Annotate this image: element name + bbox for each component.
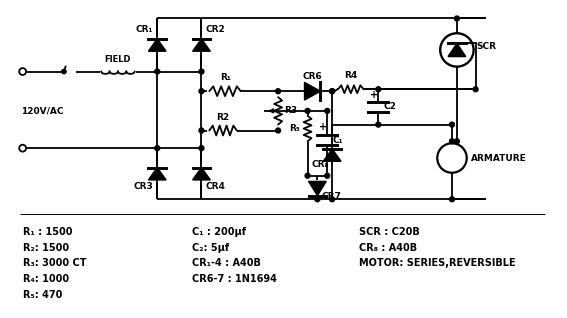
Circle shape <box>155 69 160 74</box>
Polygon shape <box>308 181 326 196</box>
Circle shape <box>199 89 204 94</box>
Circle shape <box>329 89 335 94</box>
Circle shape <box>276 89 281 94</box>
Text: R₅: 470: R₅: 470 <box>23 290 62 300</box>
Polygon shape <box>193 39 210 51</box>
Circle shape <box>276 128 281 133</box>
Text: +: + <box>319 121 327 132</box>
Text: C2: C2 <box>383 102 396 111</box>
Polygon shape <box>448 43 466 57</box>
Circle shape <box>305 173 310 178</box>
Circle shape <box>455 16 459 21</box>
Text: R₁: R₁ <box>219 73 230 82</box>
Circle shape <box>155 146 160 151</box>
Text: 120V/AC: 120V/AC <box>20 106 63 115</box>
Text: MOTOR: SERIES,REVERSIBLE: MOTOR: SERIES,REVERSIBLE <box>359 258 515 268</box>
Text: CR₈ : A40B: CR₈ : A40B <box>359 243 417 252</box>
Circle shape <box>450 122 455 127</box>
Circle shape <box>305 108 310 113</box>
Text: SCR: SCR <box>477 43 497 52</box>
Polygon shape <box>149 39 166 51</box>
Text: R2: R2 <box>217 113 230 122</box>
Polygon shape <box>149 168 166 180</box>
Circle shape <box>455 139 459 144</box>
Text: FIELD: FIELD <box>105 55 131 64</box>
Circle shape <box>315 197 320 202</box>
Circle shape <box>199 146 204 151</box>
Circle shape <box>329 197 335 202</box>
Text: SCR : C20B: SCR : C20B <box>359 227 420 237</box>
Text: R₄: 1000: R₄: 1000 <box>23 274 69 284</box>
Text: CR₁-4 : A40B: CR₁-4 : A40B <box>192 258 260 268</box>
Polygon shape <box>323 149 341 161</box>
Text: R4: R4 <box>344 72 357 80</box>
Polygon shape <box>193 168 210 180</box>
Text: R₂: 1500: R₂: 1500 <box>23 243 69 252</box>
Circle shape <box>376 87 381 92</box>
Text: CR7: CR7 <box>321 192 341 201</box>
Text: ARMATURE: ARMATURE <box>471 154 526 162</box>
Text: CR4: CR4 <box>205 182 225 190</box>
Text: R₃: 3000 CT: R₃: 3000 CT <box>23 258 86 268</box>
Text: CR₈: CR₈ <box>312 160 329 169</box>
Circle shape <box>62 69 66 74</box>
Circle shape <box>199 128 204 133</box>
Text: R3: R3 <box>284 106 297 115</box>
Circle shape <box>450 139 455 144</box>
Circle shape <box>325 108 329 113</box>
Circle shape <box>450 197 455 202</box>
Circle shape <box>325 173 329 178</box>
Text: R₅: R₅ <box>289 124 300 133</box>
Text: C₁ : 200μf: C₁ : 200μf <box>192 227 246 237</box>
Polygon shape <box>304 82 320 100</box>
Text: CR3: CR3 <box>134 182 153 190</box>
Text: C₁: C₁ <box>332 136 342 145</box>
Circle shape <box>473 87 478 92</box>
Circle shape <box>199 69 204 74</box>
Text: +: + <box>370 90 378 100</box>
Text: R₁ : 1500: R₁ : 1500 <box>23 227 72 237</box>
Circle shape <box>376 122 381 127</box>
Text: CR₁: CR₁ <box>136 25 153 34</box>
Text: CR6-7 : 1N1694: CR6-7 : 1N1694 <box>192 274 277 284</box>
Circle shape <box>329 89 335 94</box>
Text: CR6: CR6 <box>303 73 323 81</box>
Text: CR2: CR2 <box>205 25 225 34</box>
Text: C₂: 5μf: C₂: 5μf <box>192 243 229 252</box>
